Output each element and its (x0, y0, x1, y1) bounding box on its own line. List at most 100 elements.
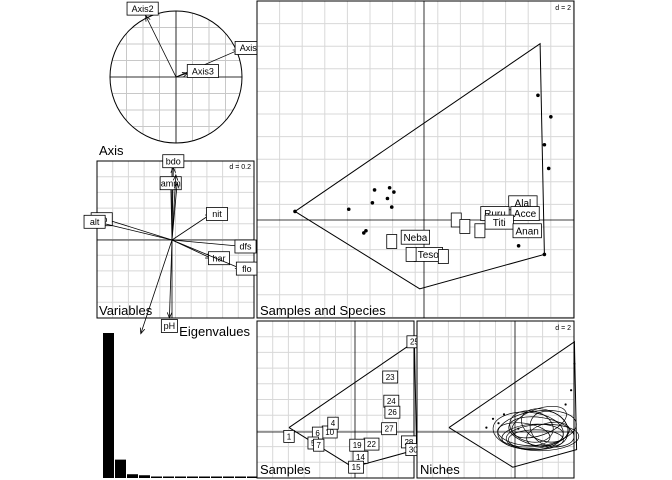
sample-label-1: 1 (287, 432, 292, 441)
sample-point-6 (387, 185, 392, 190)
variable-label-amm: amm (161, 178, 181, 188)
arrow-axis2 (145, 15, 177, 78)
niches-border (416, 320, 575, 479)
sample-label-4: 4 (331, 419, 336, 428)
sample-label-30: 30 (409, 445, 418, 454)
variable-label-nit: nit (212, 209, 222, 219)
correlation-circle-panel: Axis1 Axis2 Axis3 Axis (99, 1, 267, 158)
niches-panel: d = 2 Niches (416, 320, 580, 479)
species-label-unlabeled-10-box (386, 234, 398, 249)
niches-d-label: d = 2 (555, 325, 571, 332)
species-label-Neba-box (400, 229, 431, 245)
variable-arrow-nit (171, 213, 212, 241)
sample-point-10 (516, 244, 521, 248)
eigenvalue-bar-13 (247, 476, 258, 478)
sample-point-15 (542, 252, 547, 257)
niche-ellipse-11 (505, 423, 580, 452)
sample-label-23: 23 (386, 373, 395, 382)
species-label-Alal: Alal (515, 198, 532, 209)
arrow-label-axis2-box (126, 1, 159, 16)
samples-panel: 25232426272830221914151065741Samples (256, 320, 423, 479)
species-label-Titi-box (484, 214, 514, 230)
arrow-label-axis3: Axis3 (192, 66, 214, 76)
sample-label-15-box (348, 460, 364, 474)
variable-arrow-flo (171, 239, 242, 269)
variable-label-dfs-box (234, 239, 257, 254)
eigenvalues-panel: Eigenvalues (103, 324, 258, 478)
sample-label-1-box (283, 429, 295, 443)
species-label-Ruru: Ruru (484, 209, 506, 220)
sample-label-26-box (384, 405, 401, 419)
sample-label-4-box (327, 416, 339, 430)
niche-point-7 (517, 427, 520, 430)
variable-label-pH: pH (164, 321, 176, 331)
variable-arrow-unlabeled-9-head (139, 327, 146, 335)
species-label-unlabeled-11-box (405, 246, 417, 262)
species-label-Acce: Acce (514, 209, 537, 220)
variable-label-bdo: bdo (166, 156, 181, 166)
species-label-Teso: Teso (418, 250, 440, 261)
sample-point-2 (364, 228, 368, 233)
eigenvalue-bar-1 (103, 333, 114, 478)
species-label-Titi: Titi (493, 218, 506, 229)
niches-hull (448, 340, 578, 468)
panel-title-eigenvalues: Eigenvalues (179, 324, 250, 339)
panel-title-samples: Samples (260, 462, 311, 477)
panel-title-niches: Niches (420, 462, 460, 477)
niche-point-1 (570, 389, 573, 392)
variable-arrow-unlabeled-10-head (172, 173, 179, 181)
eigenvalue-bar-11 (223, 476, 234, 478)
niche-ellipse-12 (509, 410, 554, 443)
eigenvalue-bar-9 (199, 476, 210, 478)
variable-arrow-dfs (171, 239, 244, 247)
sample-label-14: 14 (356, 453, 365, 462)
niche-ellipse-4 (521, 408, 569, 443)
sample-label-7: 7 (316, 441, 321, 450)
niche-point-0 (573, 362, 576, 365)
variable-arrow-alt (96, 221, 173, 241)
samples-border (256, 320, 415, 479)
niche-ellipse-10 (529, 410, 569, 447)
sample-point-16 (293, 209, 297, 214)
variable-arrow-unlabeled-11-head (174, 181, 180, 189)
sample-label-22: 22 (367, 440, 376, 449)
sample-point-7 (389, 205, 394, 209)
sample-point-5 (385, 196, 390, 201)
sample-label-27: 27 (385, 425, 394, 434)
samples-species-border (256, 0, 575, 319)
eigenvalue-bar-7 (175, 476, 186, 478)
sample-label-28: 28 (404, 438, 413, 447)
species-label-unlabeled-12-box (437, 249, 449, 264)
sample-point-14 (549, 115, 553, 119)
sample-label-23-box (382, 370, 399, 384)
variable-label-nit-box (206, 207, 228, 221)
eigenvalue-bar-3 (127, 474, 138, 478)
species-label-unlabeled-8-box (459, 219, 471, 234)
sample-label-15: 15 (352, 463, 361, 472)
species-label-Anan-box (512, 223, 542, 239)
sample-point-4 (372, 188, 377, 192)
niche-ellipse-7 (508, 429, 564, 450)
variable-label-alt-box (83, 214, 106, 229)
sample-label-25: 25 (410, 338, 419, 347)
arrow-label-axis3-box (186, 64, 219, 78)
samples-and-species-panel: Alal Ruru Acce Titi Anan Neba Teso d = 2 Samples… (256, 0, 575, 319)
sample-label-6: 6 (315, 429, 320, 438)
arrow-axis2-head (145, 14, 151, 22)
species-label-Neba: Neba (403, 233, 427, 244)
arrow-label-axis2: Axis2 (132, 4, 154, 14)
species-label-Anan: Anan (516, 226, 539, 237)
arrow-axis3 (175, 72, 189, 78)
sample-label-7-box (313, 438, 325, 452)
eigenvalue-bar-5 (151, 476, 162, 478)
variable-label-flo: flo (242, 264, 252, 274)
arrow-label-axis1: Axis1 (240, 43, 262, 53)
variable-label-pH-box (160, 319, 178, 333)
niche-point-6 (502, 413, 506, 416)
variable-label-alt: alt (90, 217, 100, 227)
sample-point-0 (346, 207, 351, 212)
niche-ellipse-9 (497, 422, 551, 447)
variable-arrow-unlabeled-11 (171, 182, 178, 241)
eigenvalue-bar-10 (211, 476, 222, 478)
